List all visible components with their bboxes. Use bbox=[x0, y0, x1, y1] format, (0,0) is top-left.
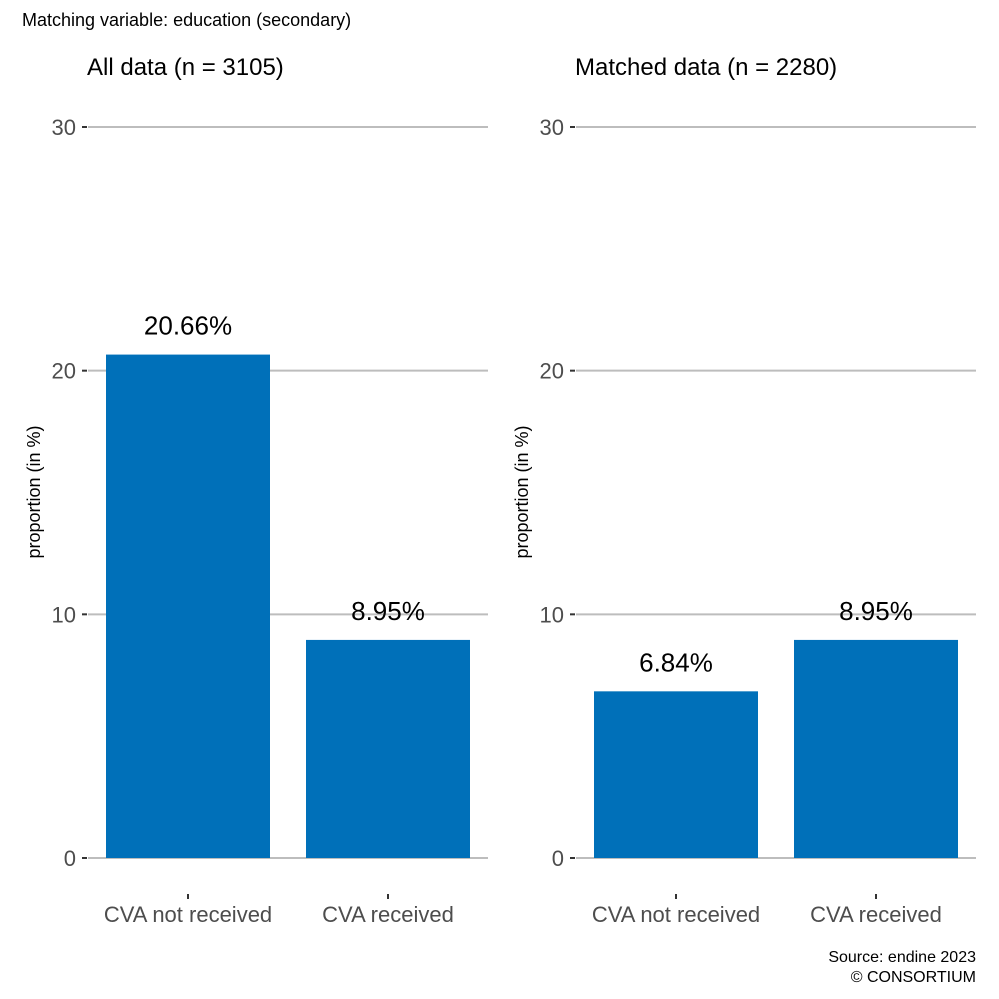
x-tick-label-2-2: CVA received bbox=[810, 902, 942, 927]
data-label-1-2: 8.95% bbox=[351, 596, 425, 626]
bar-2-2 bbox=[794, 639, 958, 858]
bar-2-1 bbox=[594, 691, 758, 858]
copyright-text: © CONSORTIUM bbox=[850, 969, 976, 986]
bar-1-1 bbox=[106, 354, 270, 858]
y-tick-label-2-0: 0 bbox=[552, 846, 564, 871]
y-axis-label-1: proportion (in %) bbox=[24, 425, 44, 558]
y-tick-label-1-20: 20 bbox=[52, 359, 76, 384]
y-tick-label-1-0: 0 bbox=[64, 846, 76, 871]
data-label-1-1: 20.66% bbox=[144, 311, 232, 341]
y-tick-label-2-10: 10 bbox=[540, 602, 564, 627]
chart-subtitle: Matching variable: education (secondary) bbox=[22, 10, 351, 30]
y-tick-label-1-10: 10 bbox=[52, 602, 76, 627]
bar-1-2 bbox=[306, 639, 470, 858]
x-tick-label-1-2: CVA received bbox=[322, 902, 454, 927]
y-tick-label-2-30: 30 bbox=[540, 115, 564, 140]
x-tick-label-2-1: CVA not received bbox=[592, 902, 760, 927]
source-caption: Source: endine 2023 © CONSORTIUM bbox=[828, 948, 976, 988]
y-tick-label-1-30: 30 bbox=[52, 115, 76, 140]
y-tick-label-2-20: 20 bbox=[540, 359, 564, 384]
source-text: Source: endine 2023 bbox=[828, 949, 976, 966]
panel-title-1: All data (n = 3105) bbox=[87, 54, 284, 81]
data-label-2-2: 8.95% bbox=[839, 596, 913, 626]
x-tick-label-1-1: CVA not received bbox=[104, 902, 272, 927]
panel-title-2: Matched data (n = 2280) bbox=[575, 54, 837, 81]
data-label-2-1: 6.84% bbox=[639, 647, 713, 677]
y-axis-label-2: proportion (in %) bbox=[512, 425, 532, 558]
